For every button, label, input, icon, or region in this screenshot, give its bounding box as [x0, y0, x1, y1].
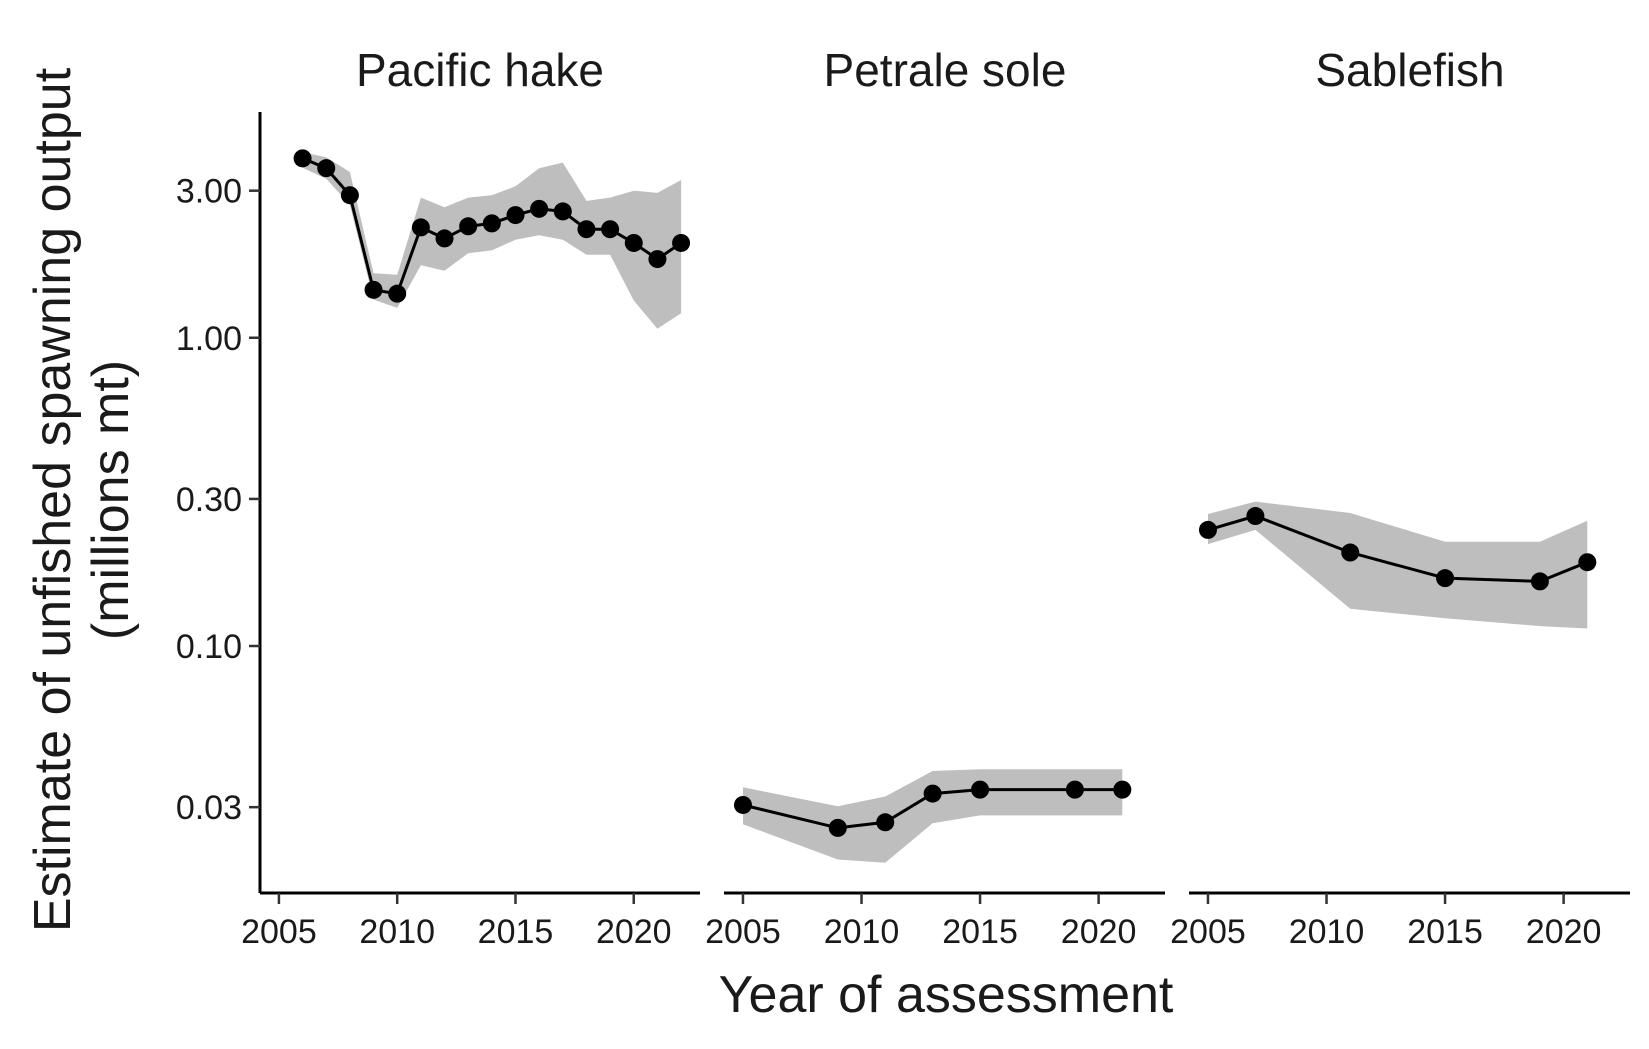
x-tick-label: 2015 — [942, 913, 1018, 951]
data-point — [1113, 780, 1132, 799]
data-point — [553, 202, 572, 221]
y-axis-title-line-1: Estimate of unfished spawning output — [24, 67, 82, 932]
data-point — [293, 149, 312, 168]
x-tick-label: 2020 — [1526, 913, 1602, 951]
data-point — [340, 186, 359, 205]
x-tick-label: 2005 — [705, 913, 781, 951]
data-point — [672, 233, 691, 252]
data-point — [601, 220, 620, 239]
data-point — [1436, 569, 1455, 588]
data-point — [1578, 553, 1597, 572]
panel-title: Pacific hake — [356, 44, 604, 96]
x-tick-label: 2010 — [1289, 913, 1365, 951]
y-tick-label: 0.30 — [176, 481, 242, 519]
panel-title: Sablefish — [1315, 44, 1504, 96]
data-point — [317, 159, 336, 178]
y-tick-label: 1.00 — [176, 320, 242, 358]
x-tick-label: 2005 — [241, 913, 317, 951]
data-point — [648, 250, 667, 269]
data-point — [1246, 507, 1265, 526]
x-tick-label: 2010 — [359, 913, 435, 951]
data-point — [577, 220, 596, 239]
data-point — [1530, 572, 1549, 591]
data-point — [482, 214, 501, 233]
x-tick-label: 2010 — [824, 913, 900, 951]
data-point — [388, 284, 407, 303]
data-point — [364, 280, 383, 299]
uncertainty-ribbon — [743, 769, 1123, 863]
panel-sablefish: Sablefish 2005 2010 2015 2020 — [1170, 44, 1630, 951]
data-point — [506, 206, 525, 225]
data-point — [828, 818, 847, 837]
data-point — [923, 784, 942, 803]
y-axis-title: Estimate of unfished spawning output (mi… — [24, 67, 140, 932]
x-tick-label: 2020 — [596, 913, 672, 951]
y-axis-title-line-2: (millions mt) — [82, 360, 140, 640]
x-axis-title: Year of assessment — [719, 966, 1174, 1024]
data-point — [1341, 543, 1360, 562]
panel-title: Petrale sole — [824, 44, 1067, 96]
data-point — [971, 780, 990, 799]
data-point — [411, 218, 430, 237]
panel-pacific-hake: Pacific hake 2005 2010 2015 2020 — [241, 44, 700, 951]
x-tick-label: 2005 — [1170, 913, 1246, 951]
data-point — [624, 233, 643, 252]
data-point — [459, 217, 478, 236]
y-axis: 0.03 0.10 0.30 1.00 3.00 — [176, 112, 262, 893]
data-point — [1065, 780, 1084, 799]
y-tick-label: 3.00 — [176, 173, 242, 211]
x-tick-label: 2015 — [1407, 913, 1483, 951]
data-point — [435, 229, 454, 248]
x-tick-label: 2015 — [478, 913, 554, 951]
data-point — [1198, 520, 1217, 539]
data-point — [530, 199, 549, 218]
y-tick-label: 0.03 — [176, 789, 242, 827]
y-tick-label: 0.10 — [176, 628, 242, 666]
x-tick-label: 2020 — [1061, 913, 1137, 951]
uncertainty-ribbon — [302, 152, 682, 329]
data-point — [733, 795, 752, 814]
panel-petrale-sole: Petrale sole 2005 2010 2015 2020 — [705, 44, 1165, 951]
data-point — [876, 813, 895, 832]
